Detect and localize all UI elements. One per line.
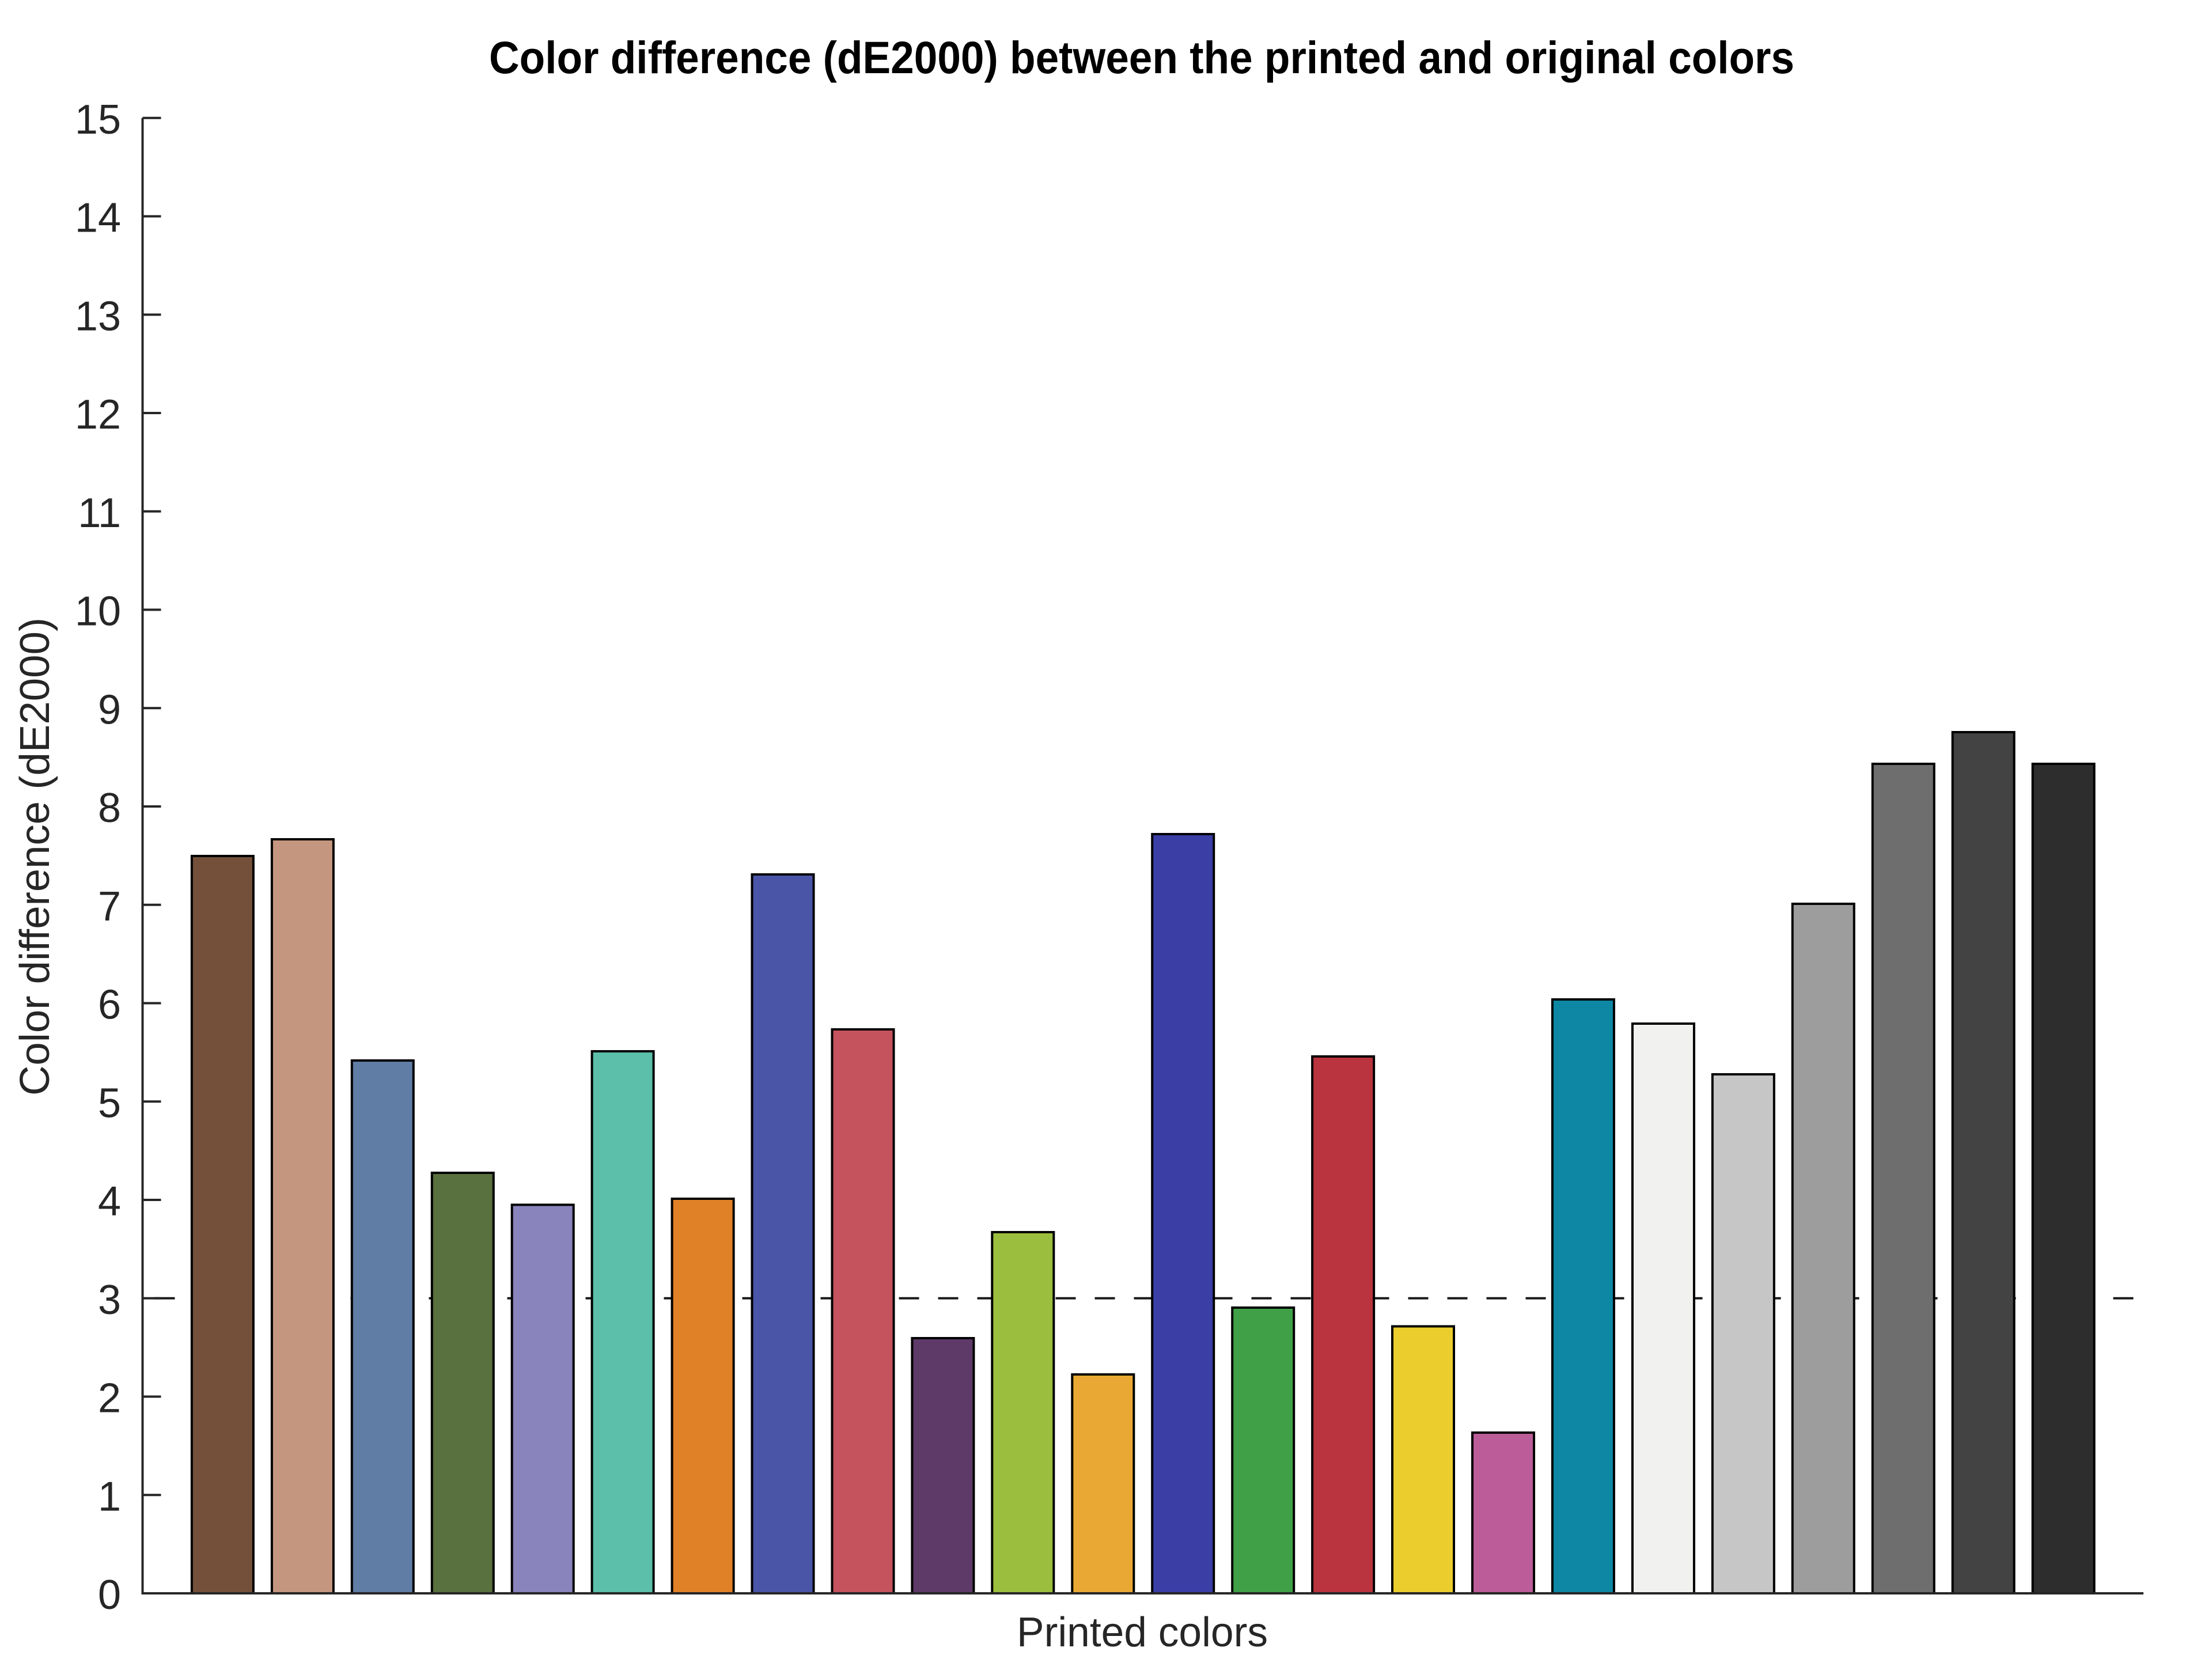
svg-text:1: 1 [98,1474,121,1520]
svg-text:Color difference (dE2000): Color difference (dE2000) [12,618,58,1096]
svg-text:7: 7 [98,884,121,930]
svg-text:15: 15 [75,97,121,143]
svg-text:13: 13 [75,293,121,339]
svg-text:14: 14 [75,195,121,241]
svg-text:Color difference (dE2000) betw: Color difference (dE2000) between the pr… [489,32,1794,83]
svg-text:Printed colors: Printed colors [1017,1609,1268,1656]
svg-text:5: 5 [98,1080,121,1126]
svg-text:8: 8 [98,785,121,831]
svg-text:6: 6 [98,982,121,1028]
svg-text:2: 2 [98,1376,121,1422]
svg-text:4: 4 [98,1179,121,1225]
svg-text:12: 12 [75,392,121,438]
svg-text:10: 10 [75,589,121,635]
svg-text:9: 9 [98,687,121,733]
svg-text:3: 3 [98,1277,121,1323]
svg-text:0: 0 [98,1572,121,1618]
svg-text:11: 11 [78,490,121,536]
